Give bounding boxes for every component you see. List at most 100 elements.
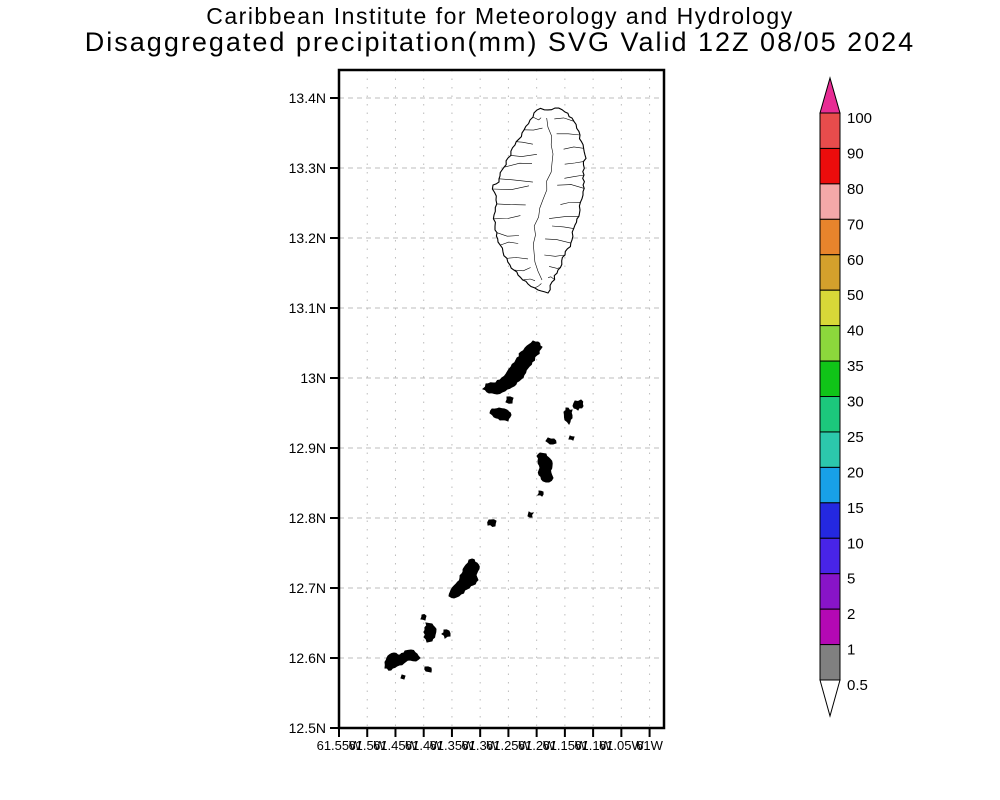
watershed-line — [551, 225, 574, 229]
watershed-line — [522, 278, 536, 281]
lon-tick-label: 61.35W — [430, 738, 476, 753]
axes: 13.4N 13.3N 13.2N 13.1N 13N 12.9N 12.8N 12.7N 12… — [289, 90, 664, 753]
colorbar-box — [819, 112, 841, 149]
watershed-line — [560, 202, 581, 205]
lat-tick-label: 13.2N — [289, 230, 326, 246]
colorbar-label: 100 — [847, 110, 872, 127]
island-savan — [487, 519, 497, 528]
lat-tick-label: 12.5N — [289, 720, 326, 736]
graticule — [338, 70, 664, 729]
lon-tick-label: 61.5W — [348, 738, 386, 753]
colorbar-box — [819, 254, 841, 291]
watershed-line — [554, 117, 574, 122]
islands-layer — [384, 107, 587, 680]
colorbar-box — [819, 644, 841, 681]
lat-tick-label: 13N — [300, 370, 326, 386]
island-bequia — [482, 340, 543, 395]
lat-tick-label: 13.4N — [289, 90, 326, 106]
colorbar-label: 30 — [847, 394, 864, 411]
watershed-line — [524, 127, 543, 131]
colorbar-box — [819, 466, 841, 504]
colorbar-box — [819, 573, 841, 610]
colorbar-label: 10 — [847, 535, 864, 552]
lon-tick-label: 61.15W — [542, 738, 588, 753]
colorbar-label: 1 — [847, 642, 855, 659]
colorbar-box — [819, 360, 841, 398]
colorbar-box — [819, 537, 841, 575]
lon-tick-label: 61.45W — [373, 738, 419, 753]
watershed-line — [557, 184, 585, 189]
colorbar-label: 2 — [847, 606, 855, 623]
watershed-line — [500, 241, 519, 246]
watershed-line — [532, 116, 542, 121]
watershed-line — [510, 154, 537, 157]
watershed-lines — [492, 116, 585, 289]
lat-tick-label: 12.8N — [289, 510, 326, 526]
island-palm-island — [424, 666, 432, 673]
watershed-line — [556, 133, 581, 136]
watershed-line — [545, 238, 571, 244]
watershed-line — [548, 276, 555, 280]
island-islet-b — [536, 490, 544, 497]
watershed-line — [496, 232, 520, 237]
colorbar: 100 90 80 70 60 50 40 35 30 25 20 15 10 5 2 1 0.5 — [819, 76, 872, 718]
colorbar-box — [819, 608, 841, 646]
colorbar-box — [819, 289, 841, 327]
lon-tick-label: 61.4W — [405, 738, 443, 753]
map-frame — [337, 68, 666, 730]
watershed-line — [564, 174, 585, 179]
colorbar-below-min-arrow-icon — [819, 679, 841, 718]
watershed-line — [534, 283, 542, 289]
island-pillories — [545, 437, 557, 445]
island-petit-nevis — [505, 396, 514, 404]
page-title-product: Disaggregated precipitation(mm) SVG Vali… — [84, 27, 916, 57]
colorbar-label: 70 — [847, 216, 864, 233]
island-baliceaux — [563, 407, 573, 425]
island-isle-a-quatre — [489, 407, 512, 422]
watershed-line — [503, 162, 533, 168]
watershed-line — [544, 254, 566, 257]
island-canouan — [448, 558, 480, 599]
colorbar-label: 80 — [847, 181, 864, 198]
watershed-line — [513, 267, 531, 272]
lon-tick-label: 61.05W — [599, 738, 645, 753]
island-islet-c — [420, 613, 427, 621]
lon-tick-label: 61.3W — [461, 738, 499, 753]
colorbar-label: 20 — [847, 464, 864, 481]
page-title-institution: Caribbean Institute for Meteorology and … — [206, 3, 794, 29]
watershed-line — [564, 161, 584, 165]
colorbar-box — [819, 396, 841, 433]
island-islet-d — [400, 674, 406, 680]
island-catholic-island — [441, 629, 451, 639]
colorbar-box — [819, 502, 841, 539]
lon-tick-label: 61.1W — [574, 738, 612, 753]
island-petit-mustique — [527, 511, 535, 518]
colorbar-label: 0.5 — [847, 677, 868, 694]
watershed-line — [563, 146, 584, 150]
lon-tick-label: 61W — [636, 738, 663, 753]
watershed-ridge-line — [532, 117, 554, 281]
watershed-line — [549, 216, 579, 219]
colorbar-label: 50 — [847, 287, 864, 304]
watershed-line — [492, 185, 530, 190]
lon-tick-label: 61.25W — [486, 738, 532, 753]
lon-tick-label: 61.55W — [317, 738, 363, 753]
colorbar-label: 90 — [847, 145, 864, 162]
lat-tick-label: 13.1N — [289, 300, 326, 316]
watershed-line — [498, 178, 533, 183]
watershed-line — [516, 141, 533, 145]
island-st-vincent — [491, 107, 587, 294]
colorbar-label: 60 — [847, 252, 864, 269]
watershed-line — [549, 266, 561, 269]
colorbar-label: 25 — [847, 429, 864, 446]
colorbar-above-max-arrow-icon — [819, 76, 841, 114]
lat-tick-label: 12.9N — [289, 440, 326, 456]
colorbar-box — [819, 147, 841, 185]
watershed-line — [496, 203, 526, 206]
island-battowia — [572, 399, 584, 411]
watershed-line — [506, 257, 529, 260]
colorbar-box — [819, 218, 841, 256]
island-mayreau — [423, 622, 437, 643]
